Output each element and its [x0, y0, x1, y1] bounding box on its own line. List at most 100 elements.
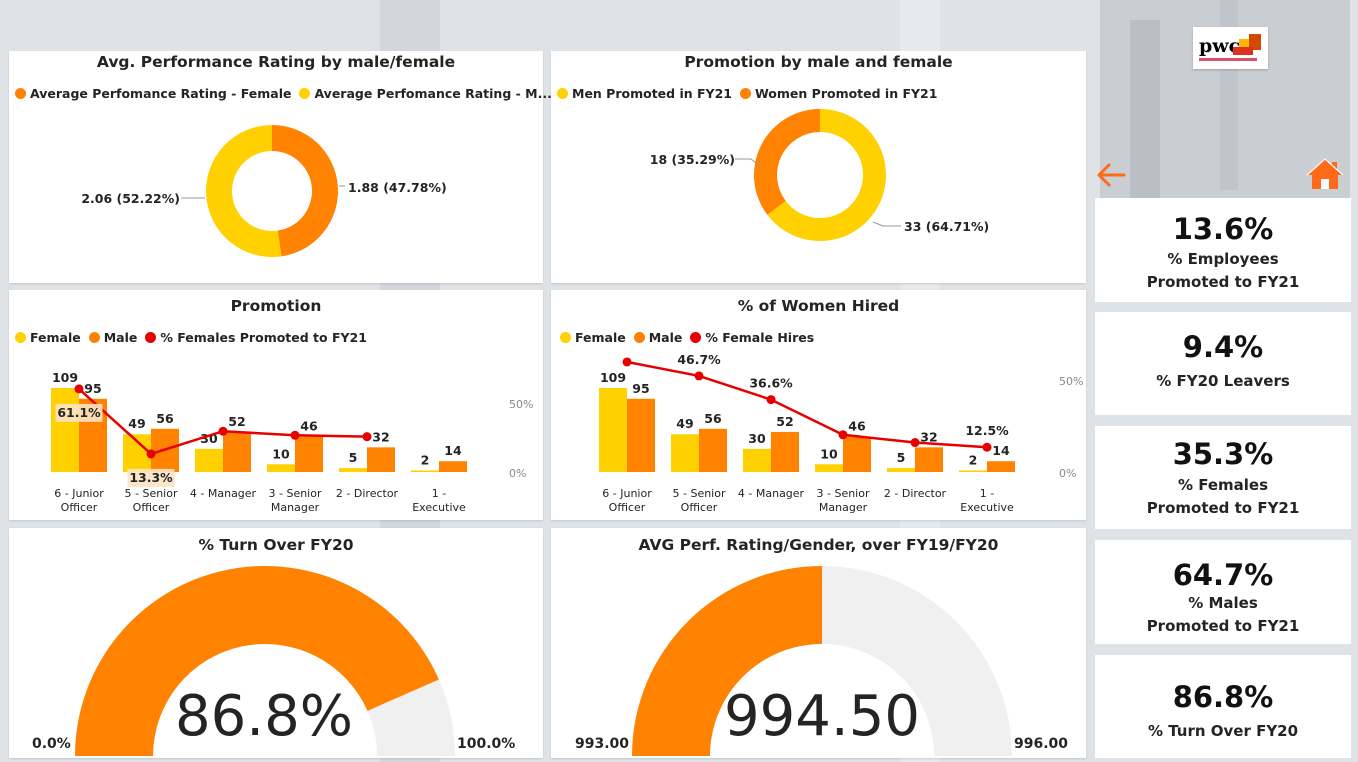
bar-label-male: 56 [156, 411, 174, 426]
legend-label-female: Female [30, 329, 81, 345]
bar-female[interactable] [599, 388, 627, 472]
line-point[interactable] [838, 430, 848, 440]
kpi-value: 86.8% [1172, 680, 1274, 714]
legend-label-male: Male [648, 329, 683, 345]
bar-male[interactable] [987, 461, 1015, 472]
promotion-axis-tick-50: 50% [509, 398, 533, 411]
kpi-card-turnover: 86.8% % Turn Over FY20 [1095, 655, 1351, 758]
legend-dot-women [739, 87, 751, 99]
bar-female[interactable] [339, 468, 367, 472]
bar-female[interactable] [815, 464, 843, 472]
x-tick-label: Officer [609, 501, 646, 514]
legend-item-male-rating[interactable]: Average Perfomance Rating - M... [299, 84, 552, 102]
line-point[interactable] [74, 384, 84, 394]
x-tick-label: 2 - Director [884, 487, 947, 500]
home-icon[interactable] [1305, 157, 1345, 191]
promo-donut-slice-men[interactable] [767, 109, 886, 242]
bar-label-female: 5 [349, 450, 358, 465]
bar-male[interactable] [367, 447, 395, 472]
line-point[interactable] [146, 449, 156, 459]
turnover-gauge-fill[interactable] [75, 566, 439, 756]
kpi-label-line2: Promoted to FY21 [1146, 617, 1300, 635]
bar-female[interactable] [195, 448, 223, 472]
bar-label-female: 109 [52, 370, 78, 385]
legend-item-female-rating[interactable]: Average Perfomance Rating - Female [15, 84, 291, 102]
x-tick-label: Executive [412, 501, 466, 514]
bar-female[interactable] [959, 470, 987, 472]
legend-label-female: Female [575, 329, 626, 345]
kpi-value: 64.7% [1172, 558, 1274, 592]
bar-female[interactable] [743, 448, 771, 472]
line-point[interactable] [766, 395, 776, 405]
bar-label-male: 32 [920, 429, 937, 444]
kpi-card-fy20-leavers: 9.4% % FY20 Leavers [1095, 312, 1351, 415]
x-tick-label: 3 - Senior [817, 487, 870, 500]
line-point[interactable] [694, 371, 704, 381]
line-point[interactable] [622, 357, 632, 367]
legend-item-men-promoted[interactable]: Men Promoted in FY21 [557, 84, 732, 102]
turnover-gauge-svg: 86.8% 0.0% 100.0% [32, 566, 515, 756]
line-point[interactable] [218, 426, 228, 436]
legend-item-male[interactable]: Male [633, 328, 683, 346]
perf-donut-slice-male[interactable] [206, 125, 282, 257]
kpi-card-females-promoted: 35.3% % Females Promoted to FY21 [1095, 426, 1351, 529]
bar-male[interactable] [627, 398, 655, 472]
legend-label-pct-female-hires: % Female Hires [705, 329, 815, 345]
pwc-logo: pwc [1193, 27, 1268, 69]
bar-female[interactable] [267, 464, 295, 472]
legend-item-female[interactable]: Female [15, 328, 81, 346]
line-series[interactable] [626, 360, 988, 449]
bar-male[interactable] [439, 461, 467, 472]
avgperf-gauge-card: AVG Perf. Rating/Gender, over FY19/FY20 … [551, 528, 1086, 758]
legend-dot-male [299, 87, 311, 99]
bar-female[interactable] [411, 470, 439, 472]
legend-label-women-promoted: Women Promoted in FY21 [754, 85, 938, 101]
legend-item-women-promoted[interactable]: Women Promoted in FY21 [739, 84, 938, 102]
x-tick-label: 3 - Senior [269, 487, 322, 500]
legend-item-pct-female-hires[interactable]: % Female Hires [690, 328, 814, 346]
line-label: 12.5% [965, 423, 1009, 438]
legend-item-female[interactable]: Female [560, 328, 626, 346]
perf-donut-slice-female[interactable] [272, 125, 339, 257]
line-point[interactable] [362, 432, 372, 442]
line-point[interactable] [982, 442, 992, 452]
perf-donut-card: Avg. Performance Rating by male/female A… [9, 51, 552, 283]
line-point[interactable] [910, 438, 920, 448]
bar-male[interactable] [771, 431, 799, 472]
bar-label-male: 32 [372, 429, 389, 444]
bar-female[interactable] [887, 468, 915, 472]
line-point[interactable] [290, 430, 300, 440]
bar-male[interactable] [843, 436, 871, 472]
turnover-gauge-title: % Turn Over FY20 [198, 536, 354, 554]
x-tick-label: 2 - Director [336, 487, 399, 500]
promo-label-women: 18 (35.29%) [650, 152, 735, 167]
legend-label-male: Male [103, 329, 138, 345]
promo-donut-slice-women[interactable] [754, 109, 820, 215]
promo-donut-title: Promotion by male and female [684, 53, 953, 71]
bar-label-male: 56 [704, 411, 722, 426]
legend-item-male[interactable]: Male [88, 328, 138, 346]
bar-female[interactable] [51, 388, 79, 472]
arrow-left-icon[interactable] [1094, 160, 1128, 190]
line-label: 36.6% [749, 376, 793, 391]
avgperf-gauge-title: AVG Perf. Rating/Gender, over FY19/FY20 [638, 536, 999, 554]
bar-label-female: 2 [969, 452, 978, 467]
avgperf-gauge-fill[interactable] [632, 566, 822, 756]
bar-label-male: 95 [632, 381, 649, 396]
bar-male[interactable] [915, 447, 943, 472]
bar-male[interactable] [223, 431, 251, 472]
legend-item-pct-females-promoted[interactable]: % Females Promoted to FY21 [145, 328, 367, 346]
legend-label-female-rating: Average Perfomance Rating - Female [30, 85, 292, 101]
bar-label-male: 46 [848, 419, 866, 434]
line-label: 61.1% [57, 405, 101, 420]
x-tick-label: 5 - Senior [125, 487, 178, 500]
bar-male[interactable] [295, 436, 323, 472]
bar-male[interactable] [699, 428, 727, 472]
women-hired-axis-tick-0: 0% [1059, 467, 1076, 480]
bar-female[interactable] [671, 434, 699, 472]
line-label: 46.7% [677, 352, 721, 367]
promotion-chart-legend: Female Male % Females Promoted to FY21 [15, 328, 367, 346]
bar-label-male: 14 [992, 443, 1010, 458]
